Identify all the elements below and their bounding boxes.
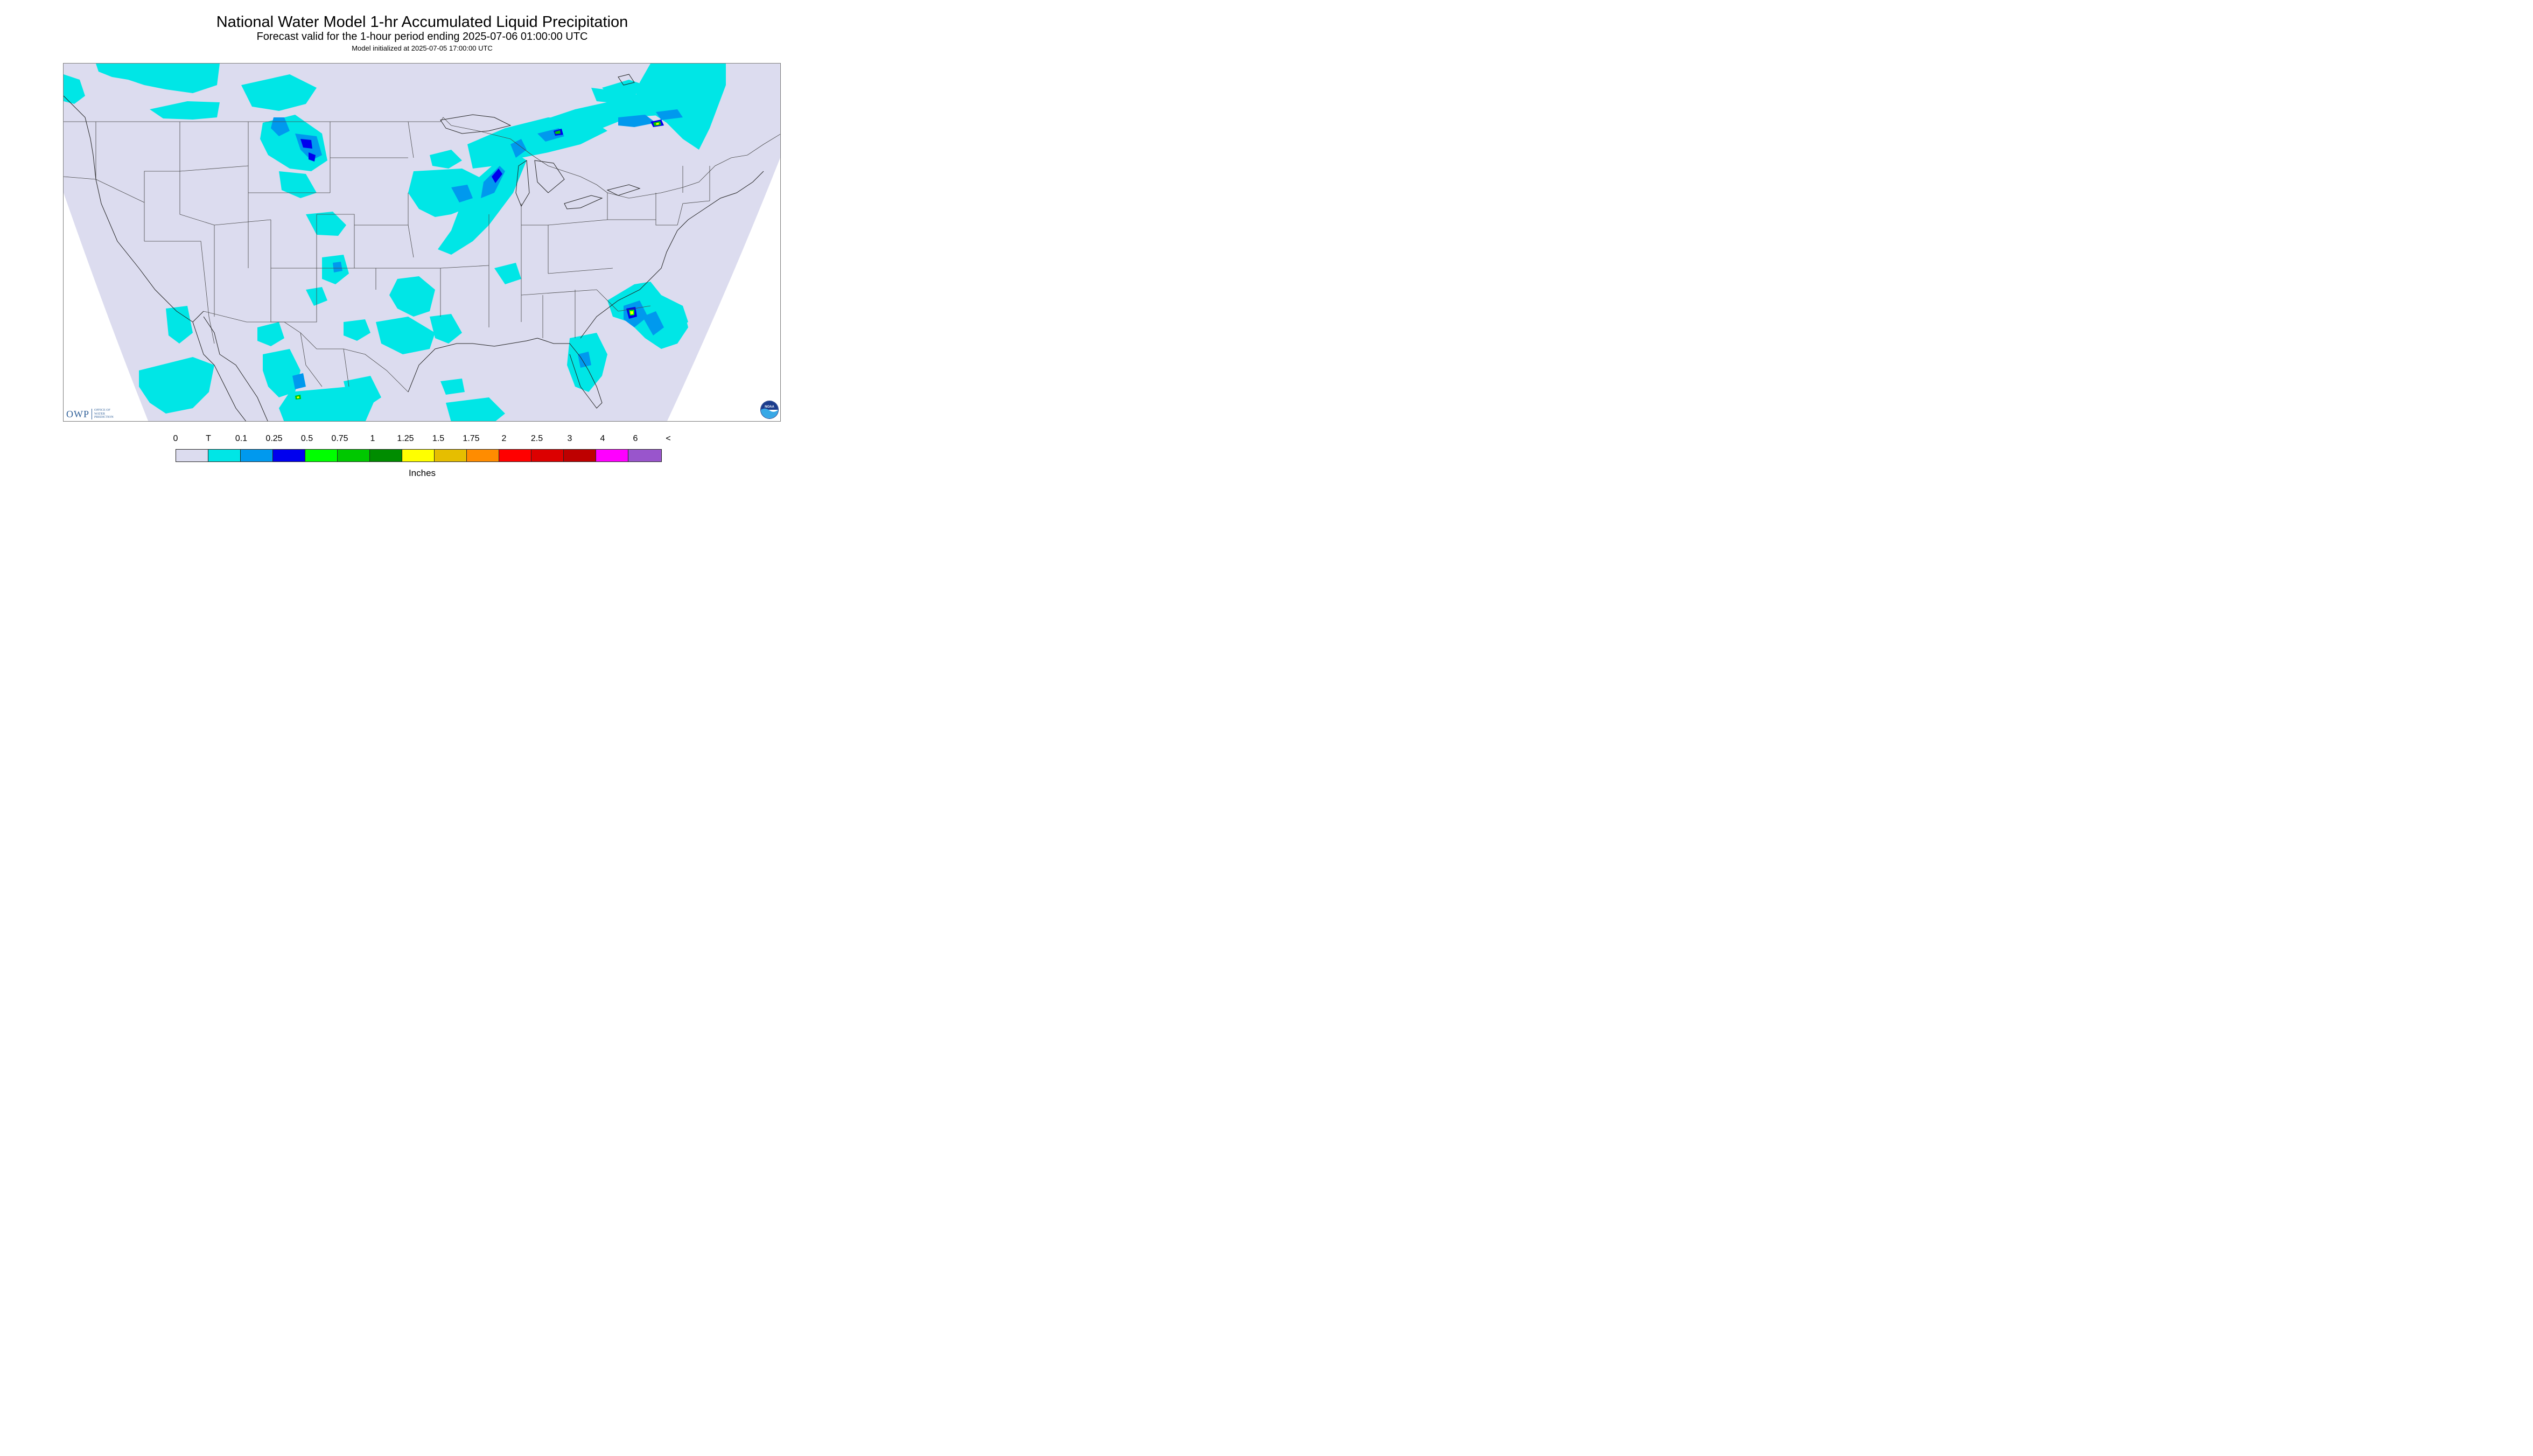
legend-label: 0.5 xyxy=(300,434,313,443)
model-init-line: Model initialized at 2025-07-05 17:00:00… xyxy=(352,44,493,52)
legend-label: 1.25 xyxy=(397,434,414,443)
precipitation-map[interactable] xyxy=(63,63,781,422)
legend-label: 1 xyxy=(370,434,375,443)
coastlines xyxy=(64,74,764,421)
owp-logo-line-1: OFFICE OF xyxy=(94,409,110,412)
legend-label: T xyxy=(206,434,211,443)
colorbar-swatch xyxy=(208,450,241,461)
legend-label: 0.1 xyxy=(235,434,248,443)
legend-label: 4 xyxy=(600,434,605,443)
legend-label: 0.25 xyxy=(265,434,283,443)
colorbar-swatch xyxy=(435,450,467,461)
map-subtitle: Forecast valid for the 1-hour period end… xyxy=(256,31,588,43)
colorbar-swatch xyxy=(499,450,531,461)
owp-logo-line-2: WATER xyxy=(94,412,105,416)
legend-label: 2 xyxy=(501,434,507,443)
colorbar-swatch xyxy=(338,450,370,461)
colorbar-swatch xyxy=(305,450,338,461)
noaa-logo-text: NOAA xyxy=(765,405,774,409)
legend-label: 0 xyxy=(173,434,178,443)
noaa-logo-icon: NOAA xyxy=(760,401,779,419)
colorbar-swatch xyxy=(531,450,564,461)
legend-label: 1.5 xyxy=(432,434,445,443)
colorbar-swatch xyxy=(176,450,208,461)
colorbar-swatch xyxy=(273,450,305,461)
legend-label: 6 xyxy=(633,434,638,443)
political-boundaries xyxy=(64,117,780,393)
owp-logo: OWP OFFICE OF WATER PREDICTION xyxy=(66,408,114,421)
colorbar-swatch xyxy=(402,450,435,461)
legend-units: Inches xyxy=(408,468,436,478)
title-block: National Water Model 1-hr Accumulated Li… xyxy=(0,12,844,53)
colorbar-swatch xyxy=(564,450,596,461)
precip-colorbar xyxy=(176,449,662,462)
map-canvas xyxy=(64,64,780,421)
legend-label: 0.75 xyxy=(331,434,348,443)
model-domain xyxy=(64,64,780,421)
legend-label: 3 xyxy=(567,434,572,443)
owp-logo-text: OWP xyxy=(66,408,89,419)
colorbar-swatch xyxy=(628,450,661,461)
colorbar-swatch xyxy=(241,450,273,461)
owp-logo-line-3: PREDICTION xyxy=(94,416,114,419)
colorbar-swatch xyxy=(596,450,628,461)
legend-labels: 0 T 0.1 0.25 0.5 0.75 1 1.25 1.5 1.75 2 … xyxy=(0,434,844,446)
legend-label: 1.75 xyxy=(463,434,480,443)
legend-label: < xyxy=(666,434,671,443)
colorbar-swatch xyxy=(370,450,402,461)
precip-heavy-layer xyxy=(295,121,661,400)
map-title: National Water Model 1-hr Accumulated Li… xyxy=(216,13,628,31)
owp-logo-subtext: OFFICE OF WATER PREDICTION xyxy=(94,409,114,419)
colorbar-swatch xyxy=(467,450,499,461)
legend-label: 2.5 xyxy=(530,434,543,443)
